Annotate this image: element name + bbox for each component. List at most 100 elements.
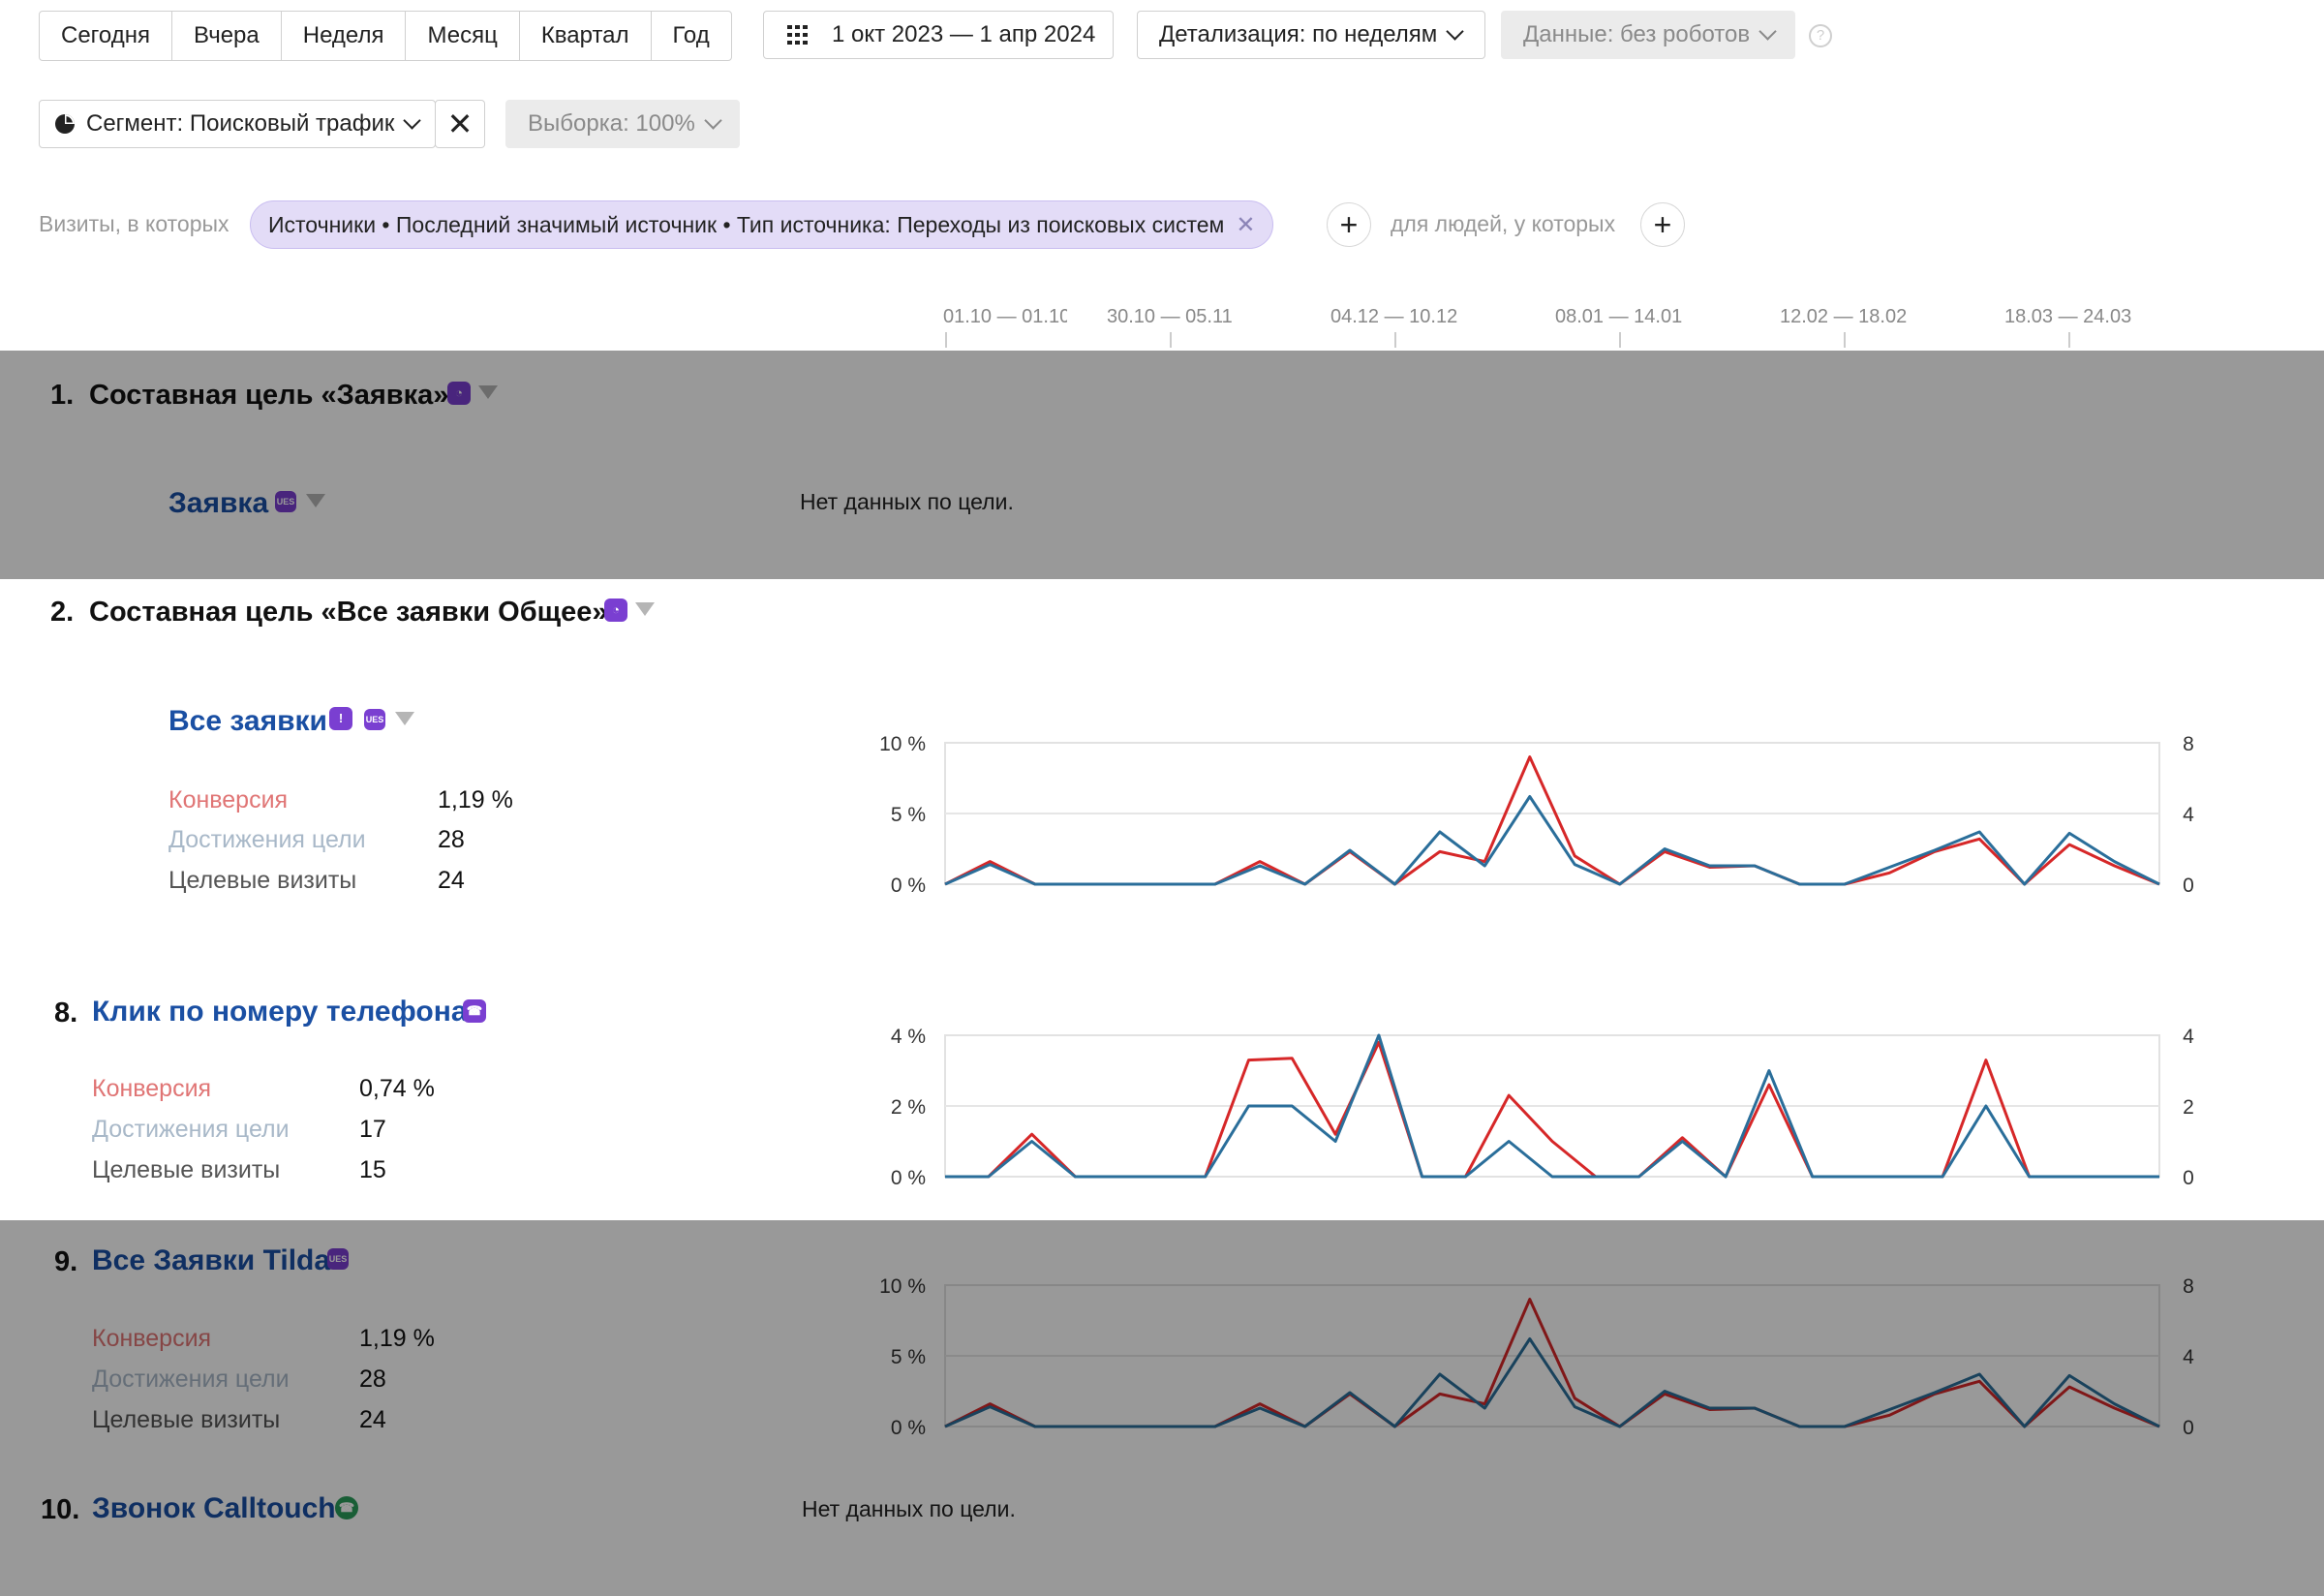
- chart-y2-tick-label: 8: [2183, 733, 2194, 755]
- timeline-tick-mark: [1170, 332, 1172, 348]
- chart-y-tick-label: 4 %: [891, 1026, 926, 1048]
- chevron-down-icon: [403, 110, 422, 130]
- timeline-tick-label: 08.01 — 14.01: [1555, 306, 1683, 327]
- timeline-tick-mark: [1394, 332, 1396, 348]
- chevron-down-icon: [704, 110, 722, 130]
- goal-link-vse-zayavki[interactable]: Все заявки: [168, 705, 327, 737]
- period-today-button[interactable]: Сегодня: [40, 12, 172, 60]
- add-people-condition-button[interactable]: +: [1640, 202, 1685, 247]
- chart-y2-tick-label: 2: [2183, 1096, 2194, 1119]
- chart-y2-tick-label: 0: [2183, 875, 2194, 897]
- sample-dropdown[interactable]: Выборка: 100%: [505, 100, 740, 148]
- chart-y-tick-label: 2 %: [891, 1096, 926, 1119]
- people-filter-label: для людей, у которых: [1391, 211, 1616, 236]
- robots-filter-label: Данные: без роботов: [1523, 21, 1751, 47]
- chevron-down-icon: [1758, 21, 1777, 41]
- chip-remove-icon[interactable]: ✕: [1236, 211, 1256, 238]
- chart-series-line: [945, 1033, 2159, 1179]
- timeline-tick-mark: [945, 332, 947, 348]
- date-range-picker[interactable]: 1 окт 2023 — 1 апр 2024: [763, 11, 1114, 59]
- metric-value-conversion: 1,19 %: [438, 786, 513, 813]
- period-yesterday-button[interactable]: Вчера: [172, 12, 282, 60]
- period-selector: Сегодня Вчера Неделя Месяц Квартал Год: [39, 11, 732, 61]
- source-filter-chip-label: Источники • Последний значимый источник …: [268, 211, 1225, 237]
- form-goal-icon: UES: [275, 491, 296, 512]
- chart-y2-tick-label: 0: [2183, 1417, 2194, 1439]
- chart-series-line: [944, 795, 2160, 886]
- alert-icon: !: [329, 707, 352, 730]
- help-icon[interactable]: ?: [1809, 24, 1832, 47]
- timeline-tick-mark: [2068, 332, 2070, 348]
- form-goal-icon: UES: [327, 1248, 349, 1270]
- metric-label-visits: Целевые визиты: [168, 867, 357, 894]
- segment-clear-button[interactable]: ✕: [435, 100, 485, 148]
- chart-y-tick-label: 0 %: [891, 1167, 926, 1189]
- funnel-icon[interactable]: [478, 385, 498, 399]
- metric-label-reaches: Достижения цели: [92, 1366, 290, 1393]
- chart-series-line: [944, 1337, 2160, 1428]
- segment-dropdown[interactable]: Сегмент: Поисковый трафик: [39, 100, 436, 148]
- add-visit-condition-button[interactable]: +: [1327, 202, 1371, 247]
- timeline-tick-label: 18.03 — 24.03: [2004, 306, 2132, 327]
- section-number: 9.: [54, 1246, 78, 1277]
- section-title: Составная цель «Заявка»: [89, 380, 449, 411]
- form-goal-icon: UES: [364, 709, 385, 730]
- section-number: 8.: [54, 998, 78, 1028]
- chart-y2-tick-label: 0: [2183, 1167, 2194, 1189]
- chevron-down-icon: [1446, 21, 1464, 41]
- goal-link-klik-po-nomeru[interactable]: Клик по номеру телефона: [92, 996, 468, 1028]
- no-data-message: Нет данных по цели.: [800, 489, 1014, 514]
- metric-label-visits: Целевые визиты: [92, 1406, 281, 1433]
- goal-link-zayavka[interactable]: Заявка: [168, 487, 269, 519]
- robots-filter-dropdown[interactable]: Данные: без роботов: [1501, 11, 1795, 59]
- section-number: 2.: [50, 597, 75, 628]
- chart-y-tick-label: 10 %: [879, 1275, 926, 1298]
- goal-link-tilda[interactable]: Все Заявки Tilda: [92, 1244, 331, 1276]
- metric-value-visits: 24: [359, 1406, 386, 1433]
- detail-dropdown[interactable]: Детализация: по неделям: [1137, 11, 1485, 59]
- no-data-message: Нет данных по цели.: [802, 1496, 1016, 1521]
- pie-chart-icon: [55, 114, 75, 134]
- chart-y-tick-label: 5 %: [891, 804, 926, 826]
- chart-y-tick-label: 10 %: [879, 733, 926, 755]
- timeline-tick-mark: [1844, 332, 1846, 348]
- chart-y-tick-label: 0 %: [891, 1417, 926, 1439]
- period-year-button[interactable]: Год: [672, 22, 710, 48]
- chart-y-tick-label: 0 %: [891, 875, 926, 897]
- chart-y2-tick-label: 8: [2183, 1275, 2194, 1298]
- metric-label-reaches: Достижения цели: [168, 826, 366, 853]
- conversion-chart-tilda: 0 % 5 % 10 % 0 4 8: [879, 1275, 2194, 1439]
- chart-series-line: [944, 755, 2160, 886]
- funnel-icon[interactable]: [395, 712, 414, 725]
- timeline-tick-label: 12.02 — 18.02: [1780, 306, 1908, 327]
- chart-series-line: [945, 1040, 2159, 1179]
- chart-y2-tick-label: 4: [2183, 804, 2194, 826]
- goal-link-calltouch[interactable]: Звонок Calltouch: [92, 1492, 336, 1524]
- source-filter-chip[interactable]: Источники • Последний значимый источник …: [250, 200, 1274, 249]
- metric-value-conversion: 0,74 %: [359, 1075, 435, 1102]
- chart-series-line: [944, 1298, 2160, 1428]
- section-number: 1.: [50, 380, 75, 411]
- funnel-icon[interactable]: [306, 494, 325, 507]
- period-month-button[interactable]: Месяц: [406, 12, 520, 60]
- timeline-tick-mark: [1619, 332, 1621, 348]
- chart-y2-tick-label: 4: [2183, 1026, 2194, 1048]
- metric-value-visits: 15: [359, 1156, 386, 1183]
- funnel-icon[interactable]: [635, 602, 655, 616]
- timeline-tick-label: 30.10 — 05.11: [1107, 306, 1233, 327]
- metric-label-conversion: Конверсия: [92, 1075, 212, 1102]
- phone-goal-icon: ☎: [463, 999, 486, 1023]
- phone-call-icon: ☎: [335, 1496, 358, 1519]
- period-week-button[interactable]: Неделя: [282, 12, 407, 60]
- conversion-chart-vse-zayavki: 0 % 5 % 10 % 0 4 8: [879, 733, 2194, 897]
- period-quarter-button[interactable]: Квартал: [520, 12, 652, 60]
- metric-value-visits: 24: [438, 867, 465, 894]
- conversion-chart-klik: 0 % 2 % 4 % 0 2 4: [891, 1026, 2194, 1189]
- metric-label-visits: Целевые визиты: [92, 1156, 281, 1183]
- composite-goal-icon: ◔: [604, 598, 627, 622]
- date-range-label: 1 окт 2023 — 1 апр 2024: [832, 21, 1096, 47]
- section-title: Составная цель «Все заявки Общее»: [89, 597, 608, 628]
- chart-y-tick-label: 5 %: [891, 1346, 926, 1368]
- metric-label-reaches: Достижения цели: [92, 1116, 290, 1143]
- metric-value-conversion: 1,19 %: [359, 1325, 435, 1352]
